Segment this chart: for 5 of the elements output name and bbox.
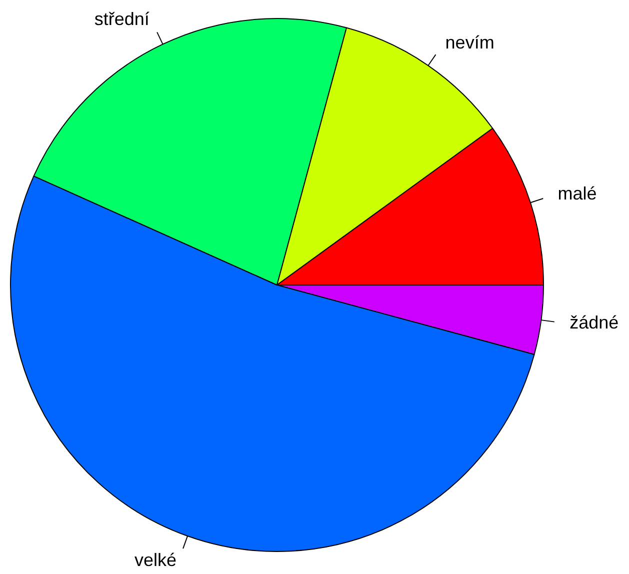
slice-label: žádné: [570, 312, 619, 333]
slice-label: střední: [94, 9, 150, 30]
slice-label: nevím: [445, 32, 494, 53]
slice-label: malé: [558, 183, 597, 204]
slice-label: velké: [134, 550, 177, 570]
